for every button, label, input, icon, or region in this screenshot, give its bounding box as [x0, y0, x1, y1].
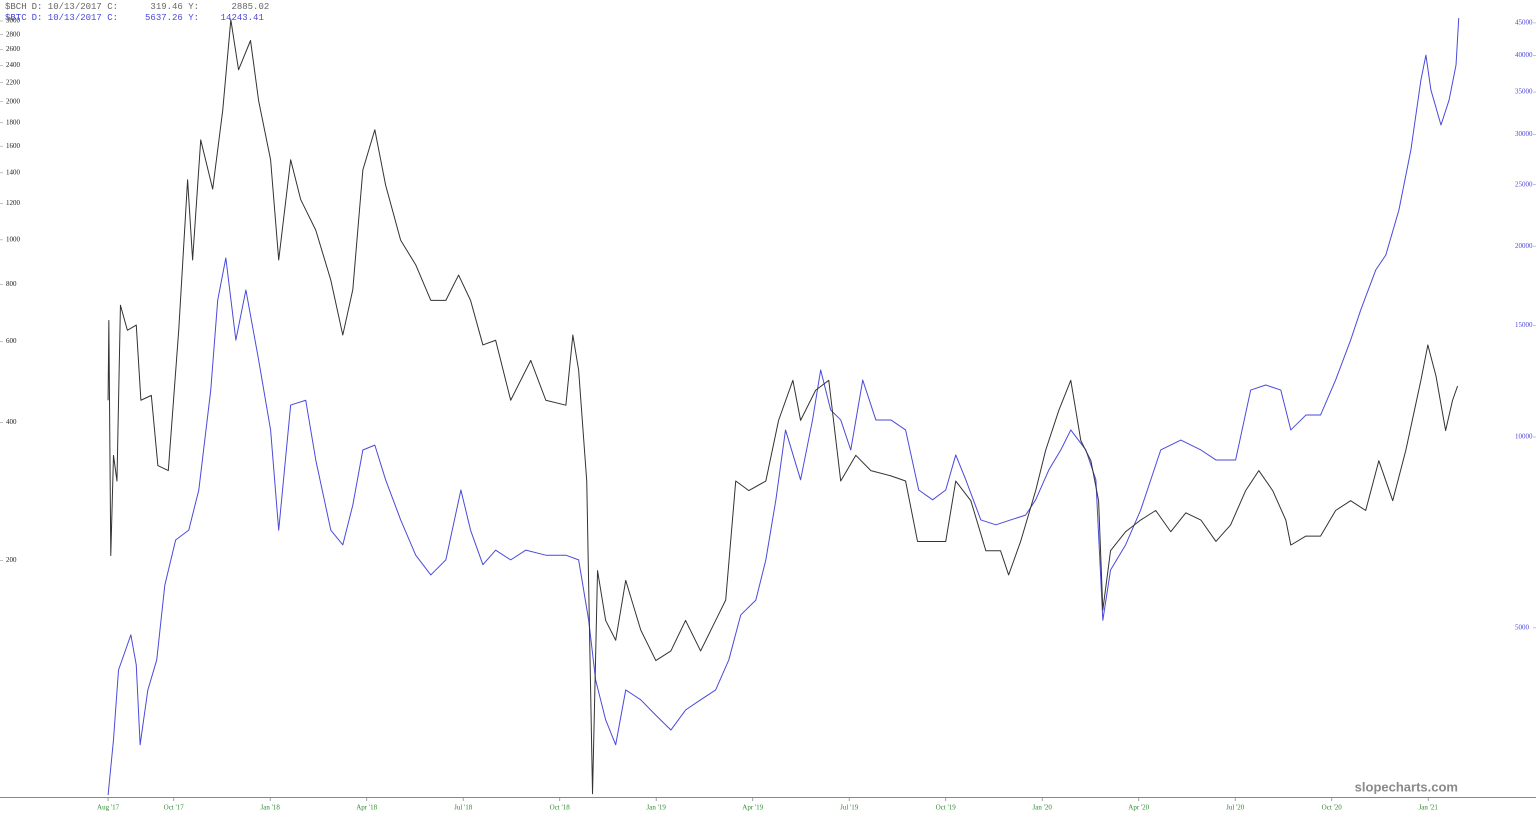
x-tick-label: Aug '17: [97, 804, 120, 812]
y-tick-label: 2400: [6, 61, 21, 69]
y2-tick-label: 15000: [1515, 321, 1533, 329]
readout-values: D: 10/13/2017 C: 319.46 Y: 2885.02: [32, 2, 270, 12]
y2-tick-label: 20000: [1515, 242, 1533, 250]
y2-tick-label: 45000: [1515, 19, 1533, 27]
x-tick-label: Jul '19: [840, 804, 859, 812]
x-tick-label: Jan '20: [1033, 804, 1053, 812]
x-tick-label: Jan '19: [647, 804, 667, 812]
y-tick-label: 1800: [6, 118, 21, 126]
y-tick-label: 2600: [6, 45, 21, 53]
y2-tick-label: 5000: [1515, 623, 1530, 631]
y-tick-label: 2800: [6, 30, 21, 38]
x-tick-label: Jan '18: [261, 804, 281, 812]
y-tick-label: 1200: [6, 199, 21, 207]
readout-values: D: 10/13/2017 C: 5637.26 Y: 14243.41: [32, 13, 264, 23]
y2-tick-label: 40000: [1515, 51, 1533, 59]
x-tick-label: Jul '20: [1226, 804, 1245, 812]
x-tick-label: Oct '18: [550, 804, 571, 812]
y-tick-label: 2200: [6, 78, 21, 86]
series-line: [107, 18, 1460, 796]
x-tick-label: Apr '20: [1128, 804, 1149, 812]
readout: $BCH D: 10/13/2017 C: 319.46 Y: 2885.02: [5, 2, 269, 12]
y2-tick-label: 30000: [1515, 130, 1533, 138]
readout-symbol: $BTC: [5, 13, 27, 23]
readout: $BTC D: 10/13/2017 C: 5637.26 Y: 14243.41: [5, 13, 264, 23]
y-tick-label: 1400: [6, 168, 21, 176]
series-line: [107, 19, 1459, 795]
x-tick-label: Apr '18: [356, 804, 377, 812]
x-tick-label: Jan '21: [1419, 804, 1439, 812]
y-tick-label: 2000: [6, 97, 21, 105]
y2-tick-label: 10000: [1515, 433, 1533, 441]
y-tick-label: 1600: [6, 142, 21, 150]
y-tick-label: 200: [6, 556, 17, 564]
x-tick-label: Apr '19: [742, 804, 763, 812]
x-tick-label: Oct '17: [164, 804, 185, 812]
x-tick-label: Oct '19: [936, 804, 957, 812]
y-tick-label: 400: [6, 418, 17, 426]
watermark: slopecharts.com: [1355, 779, 1458, 794]
y-tick-label: 1000: [6, 235, 21, 243]
y2-tick-label: 35000: [1515, 88, 1533, 96]
x-tick-label: Jul '18: [454, 804, 473, 812]
readout-symbol: $BCH: [5, 2, 27, 12]
y-tick-label: 3000: [6, 17, 21, 25]
y2-tick-label: 25000: [1515, 180, 1533, 188]
y-tick-label: 600: [6, 337, 17, 345]
x-tick-label: Oct '20: [1322, 804, 1343, 812]
y-tick-label: 800: [6, 280, 17, 288]
